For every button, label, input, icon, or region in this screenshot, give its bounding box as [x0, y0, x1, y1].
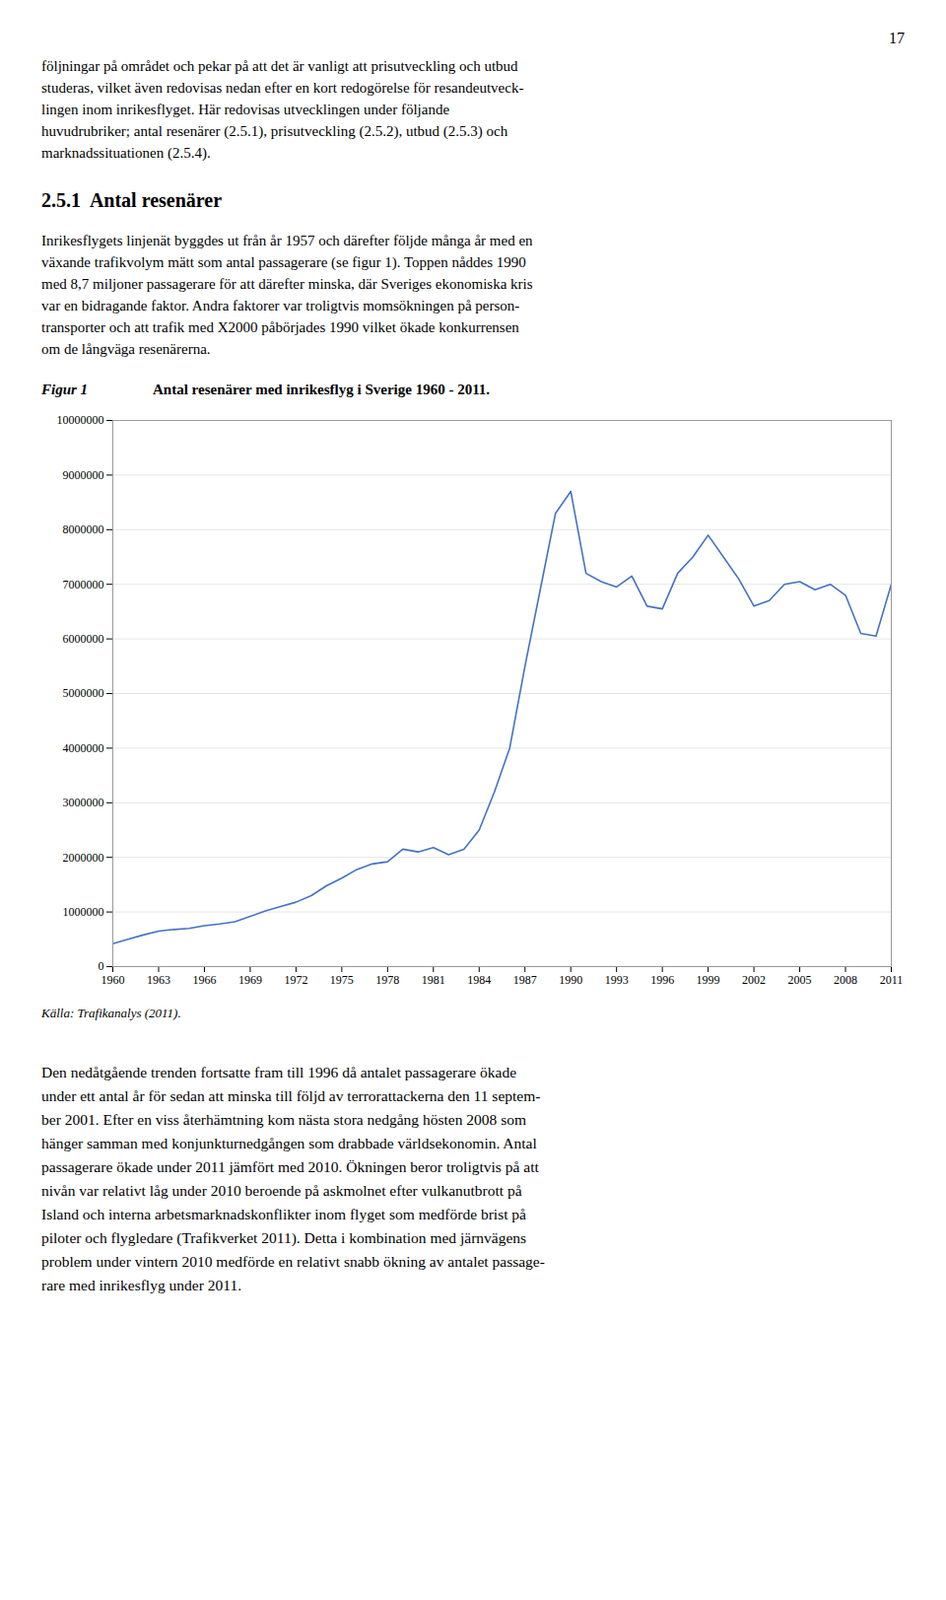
svg-text:1963: 1963 — [146, 972, 171, 987]
svg-text:1975: 1975 — [330, 972, 354, 987]
svg-text:2008: 2008 — [833, 972, 858, 987]
html-text:studeras, vilket även redovisa: studeras, vilket även redovisas nedan ef… — [41, 79, 524, 96]
svg-text:8000000: 8000000 — [63, 522, 105, 537]
html-text:rare med inrikesflyg under 201: rare med inrikesflyg under 2011. — [41, 1276, 242, 1293]
svg-text:0: 0 — [98, 958, 105, 973]
svg-text:1981: 1981 — [421, 972, 446, 987]
html-text:följningar på området och peka: följningar på området och pekar på att d… — [41, 58, 518, 74]
svg-text:1984: 1984 — [467, 972, 491, 987]
html-text:marknadssituationen (2.5.4).: marknadssituationen (2.5.4). — [41, 144, 211, 161]
html-text:Figur 1: Figur 1 — [41, 381, 88, 398]
html-text:under ett antal år för sedan a: under ett antal år för sedan att minska … — [41, 1086, 541, 1104]
html-text:problem under vintern 2010 med: problem under vintern 2010 medförde en r… — [41, 1252, 545, 1270]
html-text:var en bidragande faktor. Andr: var en bidragande faktor. Andra faktorer… — [41, 297, 520, 314]
svg-text:1969: 1969 — [238, 972, 263, 987]
svg-text:1966: 1966 — [192, 972, 216, 987]
html-text:med 8,7 miljoner passagerare f: med 8,7 miljoner passagerare för att där… — [41, 275, 533, 292]
svg-text:3000000: 3000000 — [63, 795, 105, 810]
svg-text:1972: 1972 — [283, 972, 308, 987]
html-text:lingen inom inrikesflyget. Här: lingen inom inrikesflyget. Här redovisas… — [41, 101, 450, 118]
svg-text:1987: 1987 — [513, 972, 538, 987]
html-text:Källa: Trafikanalys (2011).: Källa: Trafikanalys (2011). — [41, 1005, 182, 1020]
svg-text:1996: 1996 — [650, 972, 675, 987]
html-text:passagerare ökade under 2011 j: passagerare ökade under 2011 jämfört med… — [41, 1157, 539, 1175]
svg-text:1993: 1993 — [605, 972, 629, 987]
html-text:17: 17 — [888, 29, 905, 47]
html-text:2.5.1 Antal resenärer: 2.5.1 Antal resenärer — [41, 189, 222, 211]
svg-text:1000000: 1000000 — [63, 904, 105, 919]
svg-text:4000000: 4000000 — [63, 741, 105, 755]
svg-text:1999: 1999 — [696, 972, 721, 987]
html-text:ber 2001. Efter en viss återhä: ber 2001. Efter en viss återhämtning kom… — [41, 1110, 527, 1128]
html-text:Inrikesflygets linjenät byggde: Inrikesflygets linjenät byggdes ut från … — [41, 232, 533, 249]
svg-text:1990: 1990 — [558, 972, 583, 987]
svg-text:5000000: 5000000 — [63, 685, 105, 700]
html-text:Antal resenärer med inrikesfly: Antal resenärer med inrikesflyg i Sverig… — [152, 381, 490, 398]
svg-text:7000000: 7000000 — [63, 577, 105, 592]
html-text:växande trafikvolym mätt som a: växande trafikvolym mätt som antal passa… — [41, 254, 527, 271]
svg-text:1960: 1960 — [101, 972, 126, 987]
svg-text:10000000: 10000000 — [57, 412, 105, 427]
html-text:nivån var relativt låg under 2: nivån var relativt låg under 2010 beroen… — [41, 1181, 522, 1199]
html-text:hänger samman med konjunkturne: hänger samman med konjunkturnedgången so… — [41, 1134, 537, 1151]
svg-text:6000000: 6000000 — [63, 631, 105, 646]
svg-text:9000000: 9000000 — [63, 468, 105, 482]
html-text:Island och interna arbetsmarkn: Island och interna arbetsmarknadskonflik… — [41, 1205, 527, 1222]
svg-text:2005: 2005 — [788, 972, 812, 987]
svg-text:2011: 2011 — [879, 972, 904, 987]
html-text:huvudrubriker; antal resenärer: huvudrubriker; antal resenärer (2.5.1), … — [41, 123, 508, 139]
svg-text:2002: 2002 — [742, 972, 766, 987]
html-text:Den nedåtgående trenden fortsa: Den nedåtgående trenden fortsatte fram t… — [41, 1063, 517, 1081]
svg-text:1978: 1978 — [375, 972, 400, 987]
svg-text:2000000: 2000000 — [63, 850, 105, 865]
html-text:transporter och att trafik med: transporter och att trafik med X2000 påb… — [41, 319, 520, 336]
html-text:om de långväga resenärerna.: om de långväga resenärerna. — [41, 340, 211, 357]
html-text:piloter och flygledare (Trafik: piloter och flygledare (Trafikverket 201… — [41, 1228, 527, 1246]
